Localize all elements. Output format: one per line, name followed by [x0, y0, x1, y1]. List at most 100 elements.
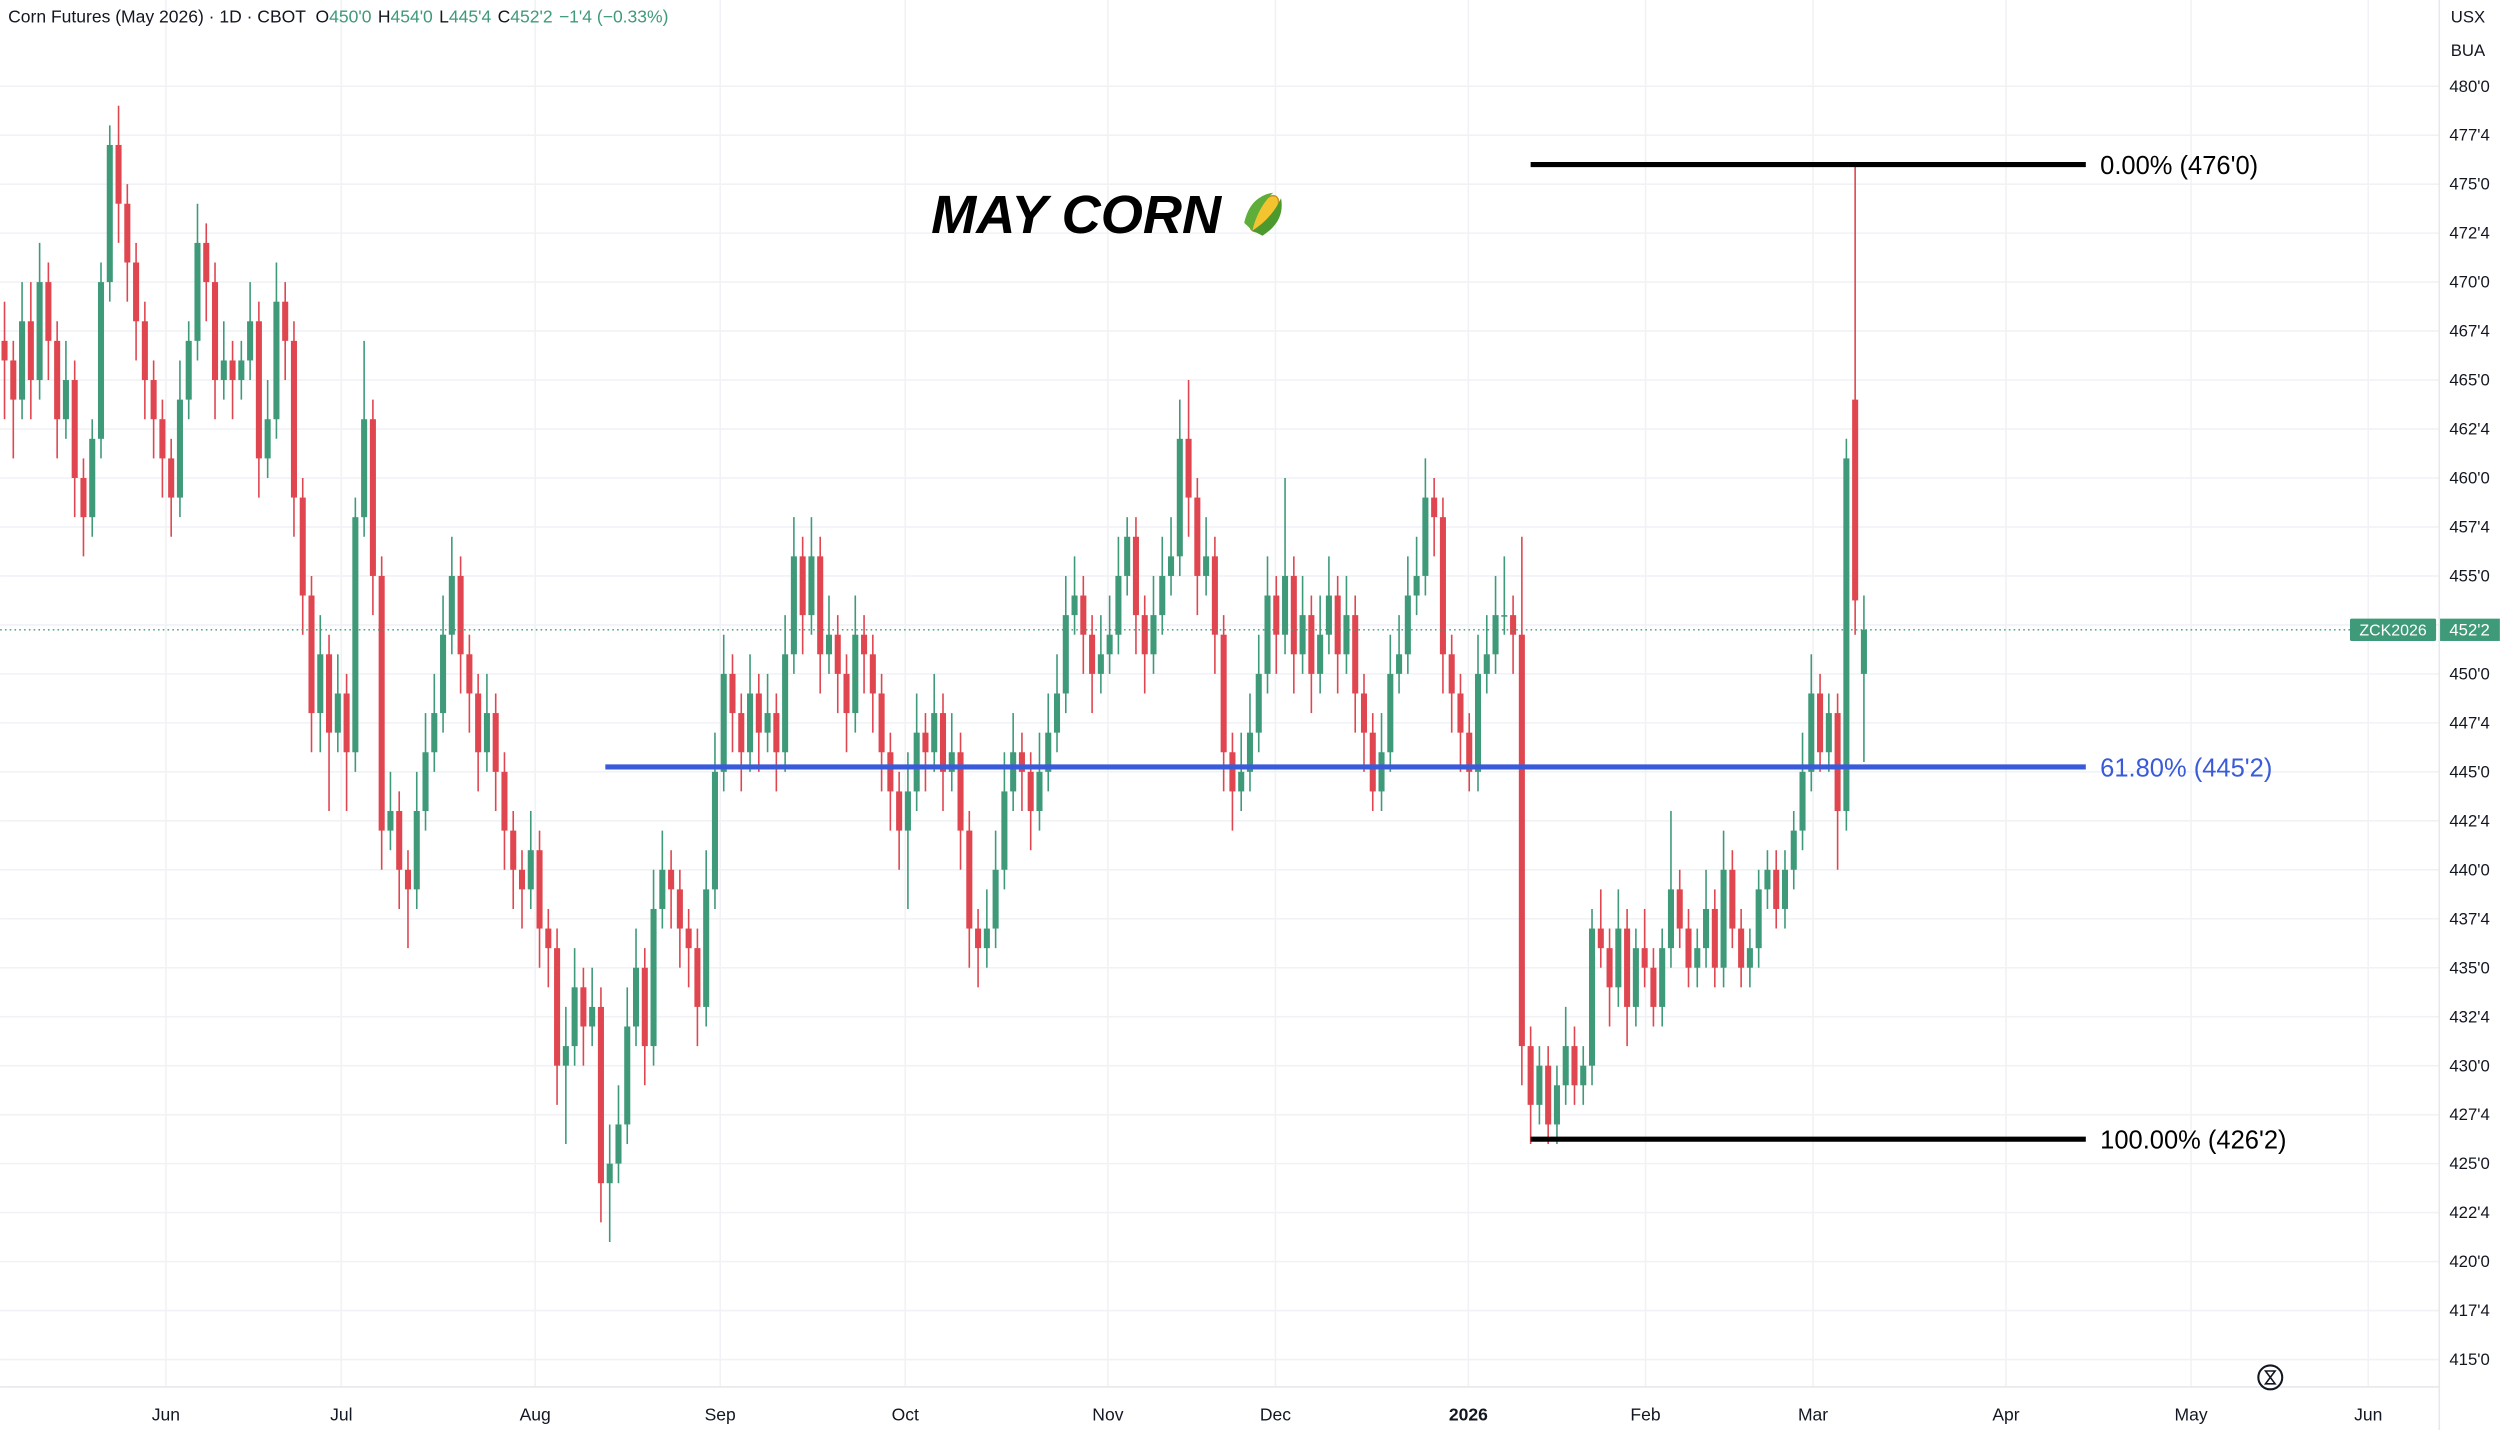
candle-body	[1396, 654, 1403, 674]
candle-body	[703, 889, 710, 1007]
candle-body	[939, 713, 947, 772]
candle-body	[1553, 1085, 1560, 1125]
candle-body	[308, 595, 315, 714]
axes: 415'0 417'4 420'0 422'4 425'0 427'4 430'0 432'4…	[152, 77, 2500, 1424]
candle-body	[992, 869, 999, 929]
candle-body	[106, 144, 113, 283]
candle-body	[54, 340, 61, 420]
candle-body	[211, 282, 219, 381]
candle-body	[1536, 1065, 1543, 1105]
candle-body	[247, 321, 254, 361]
candle-body	[71, 380, 78, 478]
candle-body	[1185, 438, 1192, 498]
candle-body	[747, 693, 754, 753]
candle-body	[238, 360, 245, 381]
candle-body	[1790, 830, 1797, 870]
candle-body	[1632, 948, 1639, 1007]
candle-body	[834, 634, 841, 674]
candle-body	[404, 869, 412, 890]
candle-body	[1852, 399, 1859, 601]
y-tick-label: 425'0	[2449, 1154, 2489, 1173]
candle-body	[326, 654, 333, 733]
candle-body	[983, 928, 990, 949]
candle-body	[1588, 928, 1596, 1066]
candle-body	[948, 752, 955, 772]
y-tick-label: 427'4	[2449, 1105, 2489, 1124]
candle-body	[808, 556, 815, 616]
legend-letter: C	[498, 6, 511, 26]
candle-body	[931, 713, 938, 753]
candle-body	[1132, 536, 1139, 616]
legend-letter: L	[439, 6, 449, 26]
header: Corn Futures (May 2026) · 1D · CBOT O450'…	[8, 6, 668, 26]
candle-body	[1369, 732, 1376, 792]
y-tick-label: 460'0	[2449, 469, 2489, 488]
y-tick-label: 420'0	[2449, 1252, 2489, 1271]
candle-body	[1510, 615, 1517, 635]
candle-body	[1168, 556, 1175, 576]
candle-body	[1764, 869, 1771, 890]
candle-body	[615, 1124, 622, 1164]
candle-body	[668, 869, 675, 890]
candle-body	[1422, 497, 1429, 576]
candle-body	[904, 791, 911, 831]
candle-body	[255, 321, 262, 459]
candle-body	[1834, 713, 1841, 812]
y-tick-label: 475'0	[2449, 175, 2489, 194]
candle-body	[448, 575, 455, 635]
candle-body	[869, 654, 876, 694]
y-tick-label: 415'0	[2449, 1350, 2489, 1369]
candle-body	[1141, 615, 1148, 655]
y-tick-label: 417'4	[2449, 1301, 2489, 1320]
candle-body	[369, 419, 376, 576]
candle-body	[1325, 595, 1332, 635]
candle-body	[1439, 517, 1446, 655]
clock-icon[interactable]	[2257, 1364, 2284, 1391]
y-tick-label: 430'0	[2449, 1056, 2489, 1075]
candle-body	[141, 321, 148, 381]
candle-body	[711, 771, 718, 890]
candle-body	[1843, 458, 1850, 812]
candle-body	[1659, 948, 1666, 1007]
candle-body	[1799, 771, 1806, 831]
y-tick-label: 472'4	[2449, 224, 2489, 243]
candle-body	[510, 830, 517, 870]
y-tick-label: 442'4	[2449, 811, 2489, 830]
candle-body	[1694, 948, 1701, 968]
x-tick-label: May	[2175, 1404, 2208, 1424]
candle-body	[194, 242, 201, 341]
candle-body	[1238, 771, 1245, 792]
candle-body	[1264, 595, 1271, 674]
y-tick-label: 437'4	[2449, 909, 2489, 928]
candle-body	[229, 360, 236, 381]
candle-body	[1211, 556, 1218, 635]
candle-body	[957, 752, 964, 831]
candle-body	[1685, 928, 1692, 968]
candle-body	[1606, 948, 1613, 988]
candle-body	[431, 713, 438, 753]
candle-body	[1089, 634, 1096, 674]
candle-body	[1641, 948, 1648, 968]
candle-body	[650, 908, 657, 1047]
legend-letter: O	[316, 6, 330, 26]
candle-body	[1615, 928, 1622, 988]
candle-body	[1203, 556, 1210, 576]
candle-body	[1097, 654, 1104, 674]
candle-body	[589, 1006, 596, 1027]
candle-body	[975, 928, 982, 949]
candle-body	[440, 634, 447, 714]
candle-body	[861, 634, 868, 655]
candle-body	[632, 967, 640, 1027]
candle-body	[352, 517, 359, 753]
candle-body	[1808, 693, 1815, 772]
candle-body	[1720, 869, 1727, 968]
x-tick-label: Aug	[520, 1404, 551, 1424]
candle-body	[1343, 615, 1350, 655]
candle-body	[413, 811, 420, 890]
candle-body	[282, 301, 289, 341]
legend-value: 445'4	[449, 6, 492, 26]
candle-body	[19, 321, 26, 400]
candle-body	[483, 713, 490, 753]
y-tick-label: 465'0	[2449, 371, 2489, 390]
